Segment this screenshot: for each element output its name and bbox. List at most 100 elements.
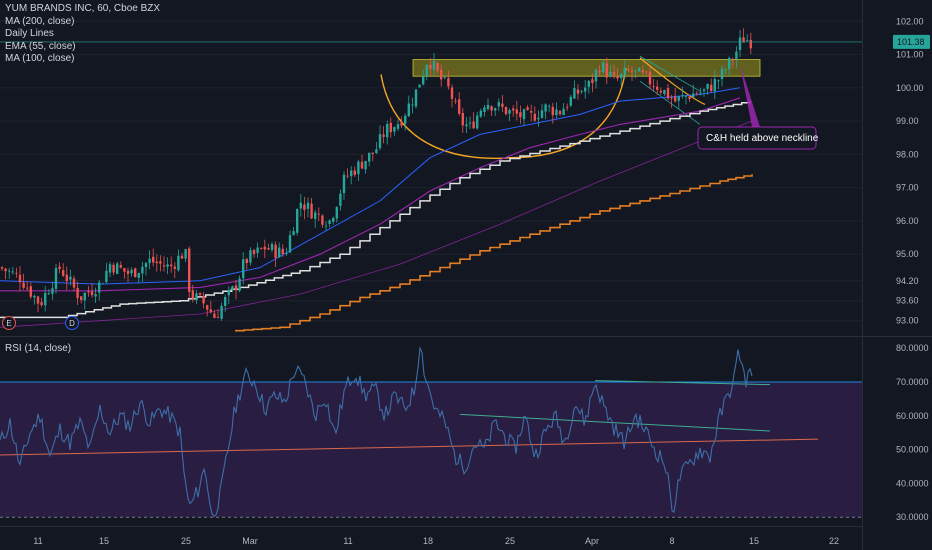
rsi-axis-label: 30.0000: [896, 512, 929, 522]
candle-body: [335, 207, 338, 219]
annotation-callout[interactable]: C&H held above neckline: [697, 64, 819, 150]
price-axis-label: 93.60: [896, 296, 919, 306]
candle-body: [119, 265, 122, 268]
last-price-tag: 101.38: [893, 34, 930, 49]
candle-body: [162, 265, 166, 267]
legend-daily-lines[interactable]: Daily Lines: [5, 28, 54, 39]
candle-body: [479, 110, 482, 117]
candle-body: [702, 89, 706, 91]
time-axis-label: Mar: [242, 536, 258, 546]
ema55-line: [0, 87, 741, 285]
earnings-marker[interactable]: E: [2, 316, 16, 330]
candle-body: [681, 95, 684, 96]
candle-body: [58, 266, 61, 270]
candle-body: [220, 305, 223, 319]
candle-body: [659, 90, 662, 93]
candle-body: [375, 149, 378, 154]
candle-body: [44, 293, 47, 306]
candle-body: [544, 104, 547, 112]
candle-body: [72, 278, 76, 288]
rsi-axis[interactable]: 80.0000 70.0000 60.0000 50.0000 40.0000 30.00…: [896, 343, 929, 522]
candle-body: [558, 111, 562, 115]
candle-body: [429, 64, 432, 69]
candle-body: [407, 103, 410, 117]
candle-body: [465, 124, 468, 127]
candle-body: [328, 220, 331, 224]
legend-ema55[interactable]: EMA (55, close): [5, 40, 76, 52]
rsi-title[interactable]: RSI (14, close): [5, 343, 72, 354]
candle-body: [213, 313, 216, 318]
candle-body: [400, 122, 403, 126]
candle-body: [573, 88, 576, 99]
candle-body: [425, 64, 428, 76]
candle-body: [512, 108, 515, 111]
candle-body: [382, 134, 385, 137]
daily-support-line: [235, 174, 753, 332]
candle-body: [720, 69, 724, 80]
price-axis-label: 99.00: [896, 116, 919, 126]
candle-body: [256, 247, 259, 254]
candle-body: [447, 78, 450, 87]
candle-body: [299, 202, 302, 209]
time-axis[interactable]: 11 15 25 Mar 11 18 25 Apr 8 15 22: [33, 536, 839, 546]
handle-curve: [639, 57, 706, 106]
legend-ma200[interactable]: MA (200, close): [5, 15, 75, 27]
candle-body: [396, 124, 400, 129]
candle-body: [159, 261, 162, 264]
candle-body: [314, 212, 317, 219]
candle-body: [15, 272, 18, 274]
candle-body: [746, 40, 749, 42]
candle-body: [648, 71, 652, 85]
candle-body: [634, 70, 637, 71]
candle-body: [695, 93, 698, 95]
time-axis-label: 11: [33, 536, 42, 546]
candle-body: [166, 264, 169, 267]
candle-body: [504, 106, 508, 115]
candle-body: [270, 244, 274, 251]
candle-body: [209, 309, 212, 313]
candle-body: [551, 106, 554, 116]
candle-body: [98, 282, 101, 293]
candle-body: [18, 274, 22, 283]
candle-body: [310, 203, 313, 219]
candle-body: [652, 86, 655, 87]
candle-body: [519, 112, 522, 118]
candle-body: [562, 108, 565, 116]
candle-body: [490, 106, 493, 111]
rsi-trendline: [0, 438, 819, 456]
candle-body: [238, 278, 241, 291]
candle-body: [94, 294, 97, 297]
candle-body: [306, 202, 310, 209]
candle-body: [710, 84, 713, 92]
candle-body: [80, 296, 83, 301]
price-axis-label: 102.00: [896, 16, 924, 26]
candle-body: [274, 244, 277, 258]
price-axis-label: 96.00: [896, 216, 919, 226]
candle-body: [40, 302, 43, 306]
candle-body: [670, 97, 673, 99]
candle-body: [684, 95, 688, 97]
candle-body: [386, 124, 389, 138]
time-axis-label: 22: [829, 536, 839, 546]
dividend-marker[interactable]: D: [65, 316, 79, 330]
candle-body: [177, 255, 180, 271]
legend-symbol[interactable]: YUM BRANDS INC, 60, Cboe BZX: [5, 3, 161, 14]
candle-body: [148, 258, 151, 264]
candle-body: [728, 57, 731, 70]
chart-legend: YUM BRANDS INC, 60, Cboe BZX MA (200, cl…: [5, 3, 160, 66]
candles: [0, 28, 752, 321]
price-axis-label: 98.00: [896, 149, 919, 159]
price-axis[interactable]: 102.00 101.00 100.00 99.00 98.00 97.00 96.00 95…: [896, 16, 924, 325]
time-axis-label: 15: [99, 536, 109, 546]
legend-ma100[interactable]: MA (100, close): [5, 53, 75, 64]
candle-body: [29, 286, 32, 297]
candle-body: [368, 152, 371, 162]
candle-body: [357, 161, 360, 175]
candle-body: [152, 256, 155, 263]
candle-body: [33, 295, 36, 298]
candle-body: [645, 71, 648, 73]
rsi-axis-label: 60.0000: [896, 411, 929, 421]
candle-body: [533, 113, 536, 121]
candle-body: [432, 61, 436, 70]
